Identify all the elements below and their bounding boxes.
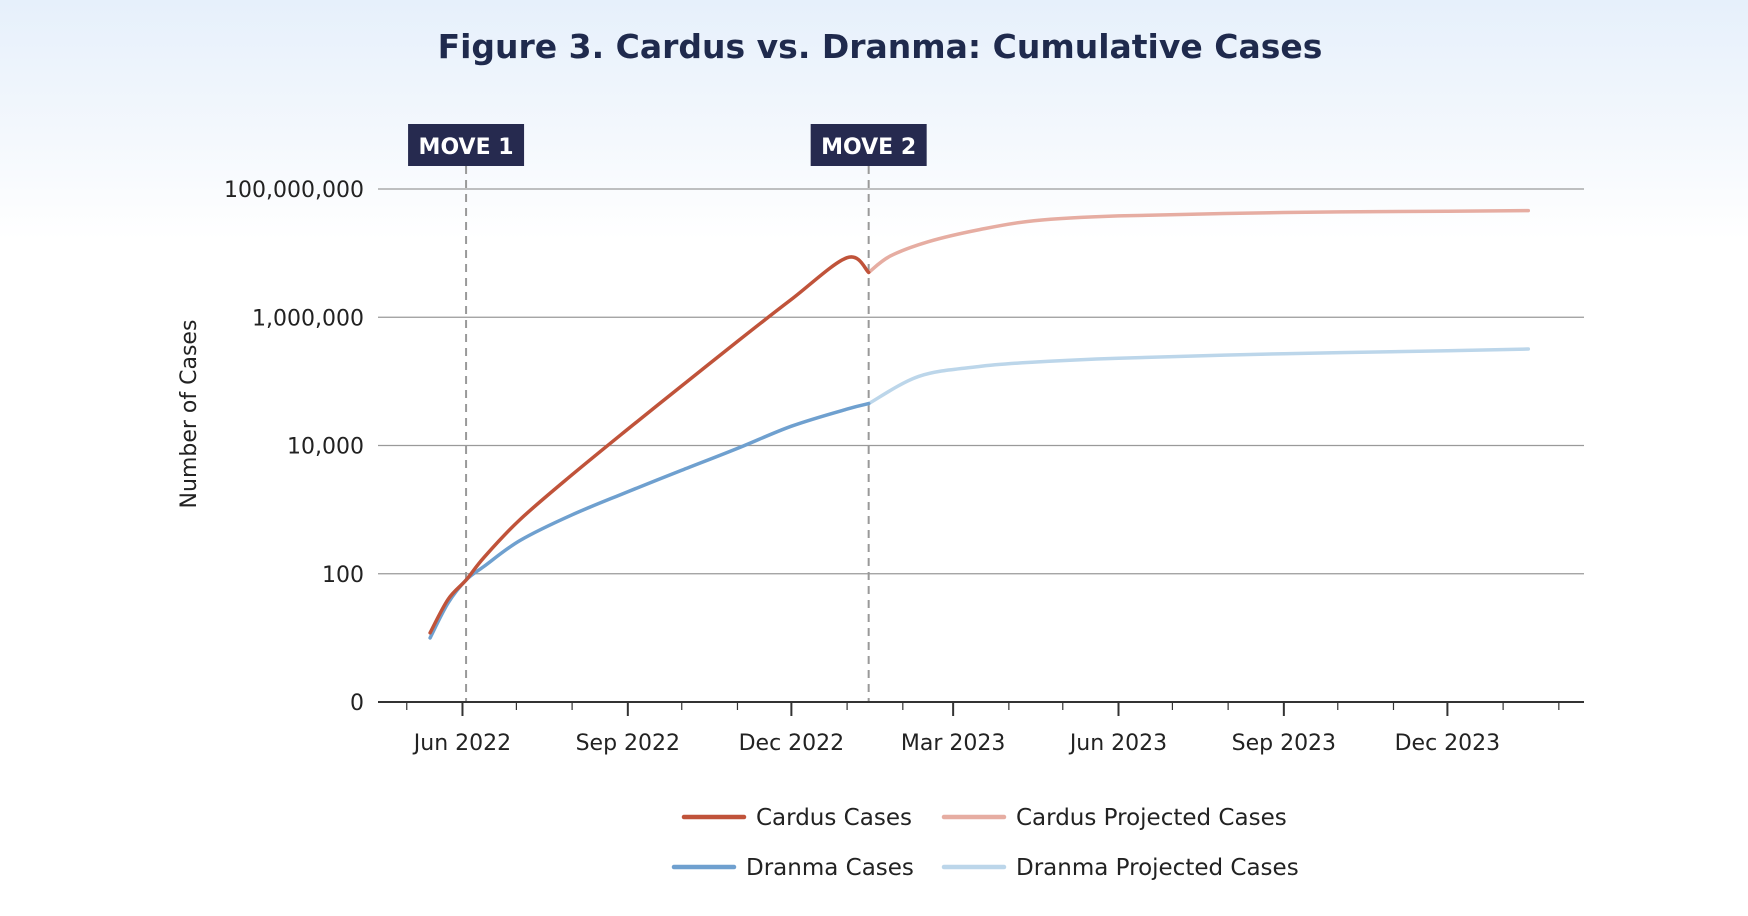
legend-label-dranma-projected-cases: Dranma Projected Cases: [1016, 855, 1299, 881]
y-tick-1-000-000: 1,000,000: [252, 306, 364, 331]
y-tick-labels: 0 100 10,000 1,000,000 100,000,000: [224, 178, 364, 716]
event-label-move-2: MOVE 2: [821, 135, 916, 160]
event-label-move-1: MOVE 1: [419, 135, 514, 160]
legend: Cardus Cases Cardus Projected Cases Dranma…: [671, 805, 1299, 881]
legend-label-cardus-cases: Cardus Cases: [756, 805, 912, 831]
y-tick-100-000-000: 100,000,000: [224, 178, 364, 203]
x-tick-sep-2022: Sep 2022: [576, 731, 680, 756]
y-tick-10-000: 10,000: [287, 435, 364, 460]
x-tick-labels: Jun 2022 Sep 2022 Dec 2022 Mar 2023 Jun 2023…: [412, 731, 1500, 756]
event-box-move-2: [810, 124, 927, 166]
x-tick-jun-2022: Jun 2022: [412, 731, 511, 756]
series-lines: [428, 208, 1531, 640]
event-markers: MOVE 1 MOVE 2: [408, 124, 927, 702]
gridlines: [378, 188, 1584, 575]
x-tick-mar-2023: Mar 2023: [901, 731, 1006, 756]
x-tick-sep-2023: Sep 2023: [1232, 731, 1336, 756]
x-tick-dec-2023: Dec 2023: [1395, 731, 1501, 756]
legend-label-cardus-projected-cases: Cardus Projected Cases: [1016, 805, 1287, 831]
series-line-dranma-cases: [428, 401, 871, 640]
y-tick-100: 100: [322, 563, 364, 588]
chart-title: Figure 3. Cardus vs. Dranma: Cumulative …: [438, 27, 1323, 66]
event-box-move-1: [408, 124, 525, 166]
x-tick-dec-2022: Dec 2022: [739, 731, 845, 756]
x-tick-jun-2023: Jun 2023: [1068, 731, 1167, 756]
y-axis-label: Number of Cases: [177, 320, 202, 509]
x-axis: [378, 701, 1584, 716]
y-tick-0: 0: [350, 691, 364, 716]
series-line-dranma-projected-cases: [866, 347, 1531, 406]
legend-label-dranma-cases: Dranma Cases: [746, 855, 914, 881]
series-line-cardus-projected-cases: [866, 208, 1531, 275]
series-line-cardus-cases: [428, 255, 871, 635]
